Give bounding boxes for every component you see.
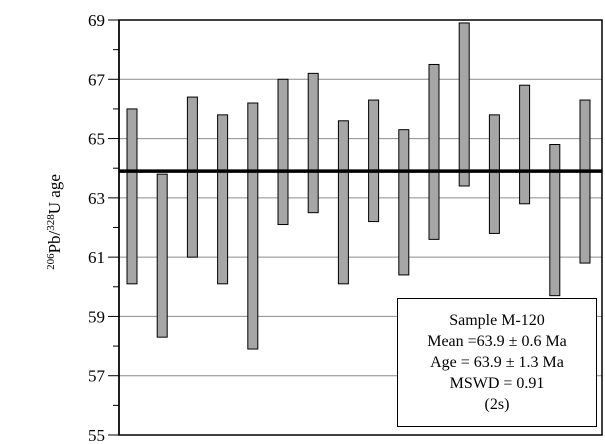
y-tick-label-65: 65 [88, 130, 105, 149]
bar-2 [156, 173, 168, 338]
annotation-sigma: (2s) [484, 396, 510, 413]
y-tick-label-61: 61 [88, 248, 105, 267]
y-tick-label-67: 67 [88, 70, 106, 89]
bar-1 [126, 108, 138, 285]
bar-series [126, 22, 591, 350]
y-tick-label-63: 63 [88, 189, 105, 208]
annotation-mswd: MSWD = 0.91 [449, 375, 545, 392]
y-tick-label-55: 55 [88, 426, 105, 444]
y-axis-title: 206Pb/328U age [45, 174, 64, 270]
bar-9 [368, 99, 380, 223]
y-tick-label-69: 69 [88, 11, 105, 30]
y-axis-title-sup1: 206 [45, 253, 57, 270]
bar-13 [488, 114, 500, 234]
bar-5 [247, 102, 259, 350]
y-axis: 55 57 59 61 63 65 67 69 [88, 11, 120, 444]
bar-10 [398, 129, 410, 276]
annotation-mean: Mean =63.9 ± 0.6 Ma [427, 333, 567, 350]
y-axis-title-part2: U age [45, 174, 64, 214]
bar-12 [458, 22, 470, 187]
y-tick-label-59: 59 [88, 307, 105, 326]
bar-11 [428, 63, 440, 240]
y-axis-title-sup2: 328 [45, 214, 57, 231]
bar-14 [519, 84, 531, 205]
annotation-box: Sample M-120 Mean =63.9 ± 0.6 Ma Age = 6… [397, 298, 597, 427]
bar-7 [307, 72, 319, 214]
annotation-age: Age = 63.9 ± 1.3 Ma [430, 354, 564, 371]
y-axis-title-part1: Pb/ [45, 230, 64, 253]
bar-3 [186, 96, 198, 258]
bar-6 [277, 78, 289, 226]
bar-15 [549, 144, 561, 297]
y-tick-label-57: 57 [88, 367, 106, 386]
bar-4 [217, 114, 229, 285]
bar-16 [579, 99, 591, 264]
annotation-sample: Sample M-120 [449, 312, 545, 329]
bar-8 [337, 120, 349, 285]
